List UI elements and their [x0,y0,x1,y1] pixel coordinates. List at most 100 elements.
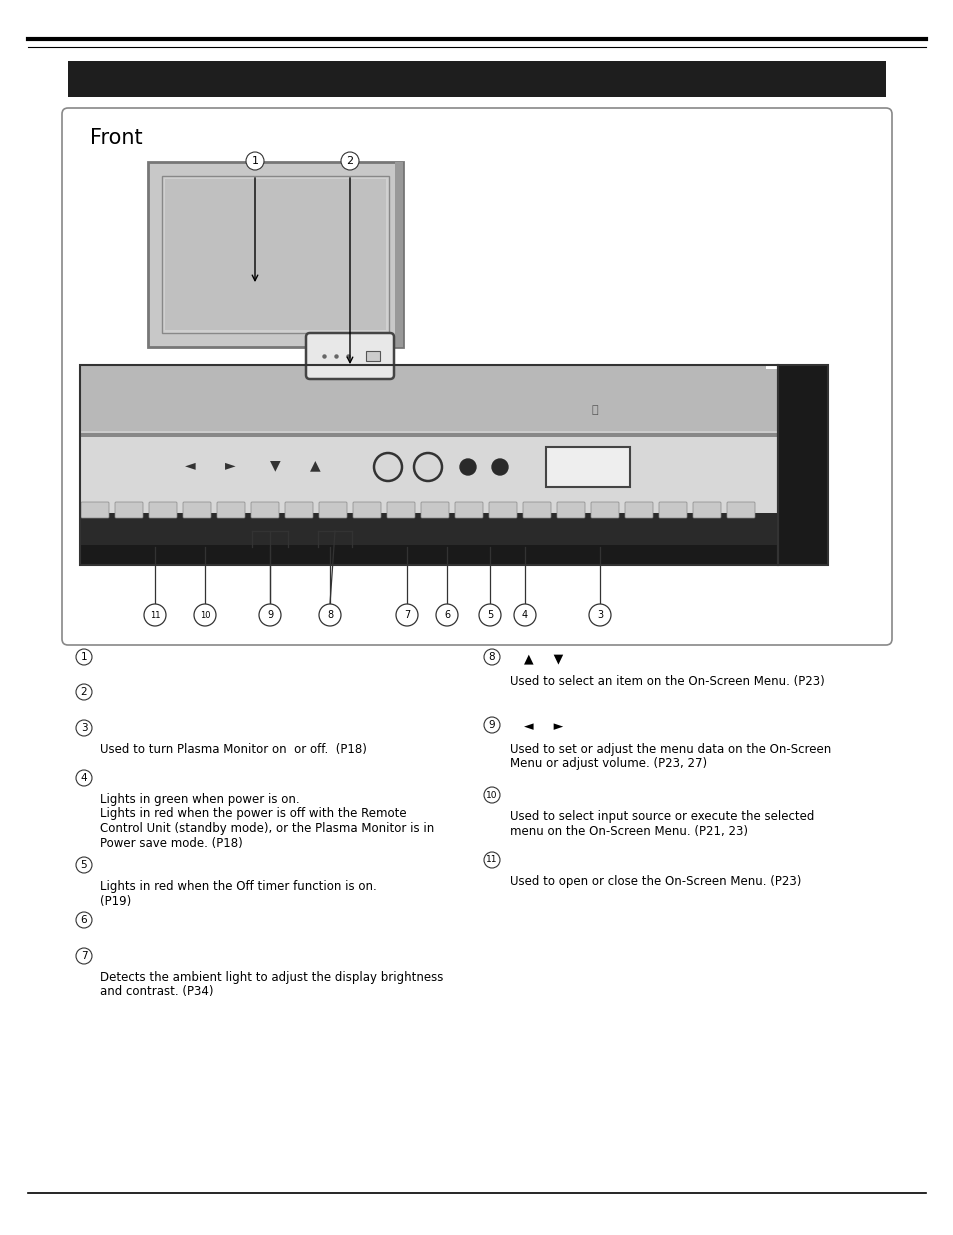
Text: 1: 1 [252,156,258,165]
Text: menu on the On-Screen Menu. (P21, 23): menu on the On-Screen Menu. (P21, 23) [510,825,747,837]
Text: (P19): (P19) [100,894,132,908]
Circle shape [258,604,281,626]
Text: Detects the ambient light to adjust the display brightness: Detects the ambient light to adjust the … [100,971,443,984]
Circle shape [246,152,264,170]
Text: ►: ► [225,458,235,472]
Bar [778,366,827,564]
FancyBboxPatch shape [557,501,584,517]
Bar [80,513,778,547]
Circle shape [76,684,91,700]
Bar [80,435,778,515]
Bar [765,357,778,369]
Text: 8: 8 [488,652,495,662]
Text: 9: 9 [267,610,273,620]
Text: 5: 5 [486,610,493,620]
FancyBboxPatch shape [726,501,754,517]
FancyBboxPatch shape [318,501,347,517]
Text: Used to set or adjust the menu data on the On-Screen: Used to set or adjust the menu data on t… [510,743,830,756]
FancyBboxPatch shape [183,501,211,517]
Text: Used to select input source or execute the selected: Used to select input source or execute t… [510,810,814,823]
Circle shape [459,459,476,475]
Bar [778,366,827,564]
Circle shape [340,152,358,170]
Circle shape [483,852,499,868]
Circle shape [478,604,500,626]
Circle shape [483,787,499,803]
Text: 5: 5 [81,860,88,869]
FancyBboxPatch shape [387,501,415,517]
Text: Used to select an item on the On-Screen Menu. (P23): Used to select an item on the On-Screen … [510,676,824,688]
Text: Control Unit (standby mode), or the Plasma Monitor is in: Control Unit (standby mode), or the Plas… [100,823,434,835]
Circle shape [483,650,499,664]
Text: 10: 10 [199,610,210,620]
Text: 7: 7 [403,610,410,620]
Circle shape [514,604,536,626]
FancyBboxPatch shape [692,501,720,517]
Bar [80,433,778,437]
Text: 7: 7 [81,951,88,961]
Text: 3: 3 [597,610,602,620]
Circle shape [395,604,417,626]
FancyBboxPatch shape [148,162,402,347]
Text: ⏻: ⏻ [591,405,598,415]
Text: 3: 3 [81,722,88,734]
Circle shape [76,650,91,664]
Text: 4: 4 [81,773,88,783]
Text: Used to turn Plasma Monitor on  or off.  (P18): Used to turn Plasma Monitor on or off. (… [100,743,367,756]
Text: 2: 2 [81,687,88,697]
Text: 11: 11 [150,610,160,620]
Bar [68,61,885,98]
Bar [80,366,778,435]
Text: Lights in green when power is on.: Lights in green when power is on. [100,793,299,806]
Text: Menu or adjust volume. (P23, 27): Menu or adjust volume. (P23, 27) [510,757,706,771]
Text: ◄: ◄ [185,458,195,472]
Text: 10: 10 [486,790,497,799]
FancyBboxPatch shape [165,179,386,330]
Text: Front: Front [90,128,143,148]
Circle shape [76,857,91,873]
Circle shape [76,948,91,965]
FancyBboxPatch shape [306,333,394,379]
Text: 2: 2 [346,156,354,165]
Text: 4: 4 [521,610,528,620]
Text: 11: 11 [486,856,497,864]
FancyBboxPatch shape [590,501,618,517]
Circle shape [193,604,215,626]
FancyBboxPatch shape [81,501,109,517]
FancyBboxPatch shape [420,501,449,517]
Text: ▲     ▼: ▲ ▼ [523,652,562,666]
Circle shape [492,459,507,475]
Bar [80,431,778,433]
FancyBboxPatch shape [353,501,380,517]
FancyBboxPatch shape [489,501,517,517]
Text: Power save mode. (P18): Power save mode. (P18) [100,836,242,850]
Text: and contrast. (P34): and contrast. (P34) [100,986,213,999]
Text: ◄     ►: ◄ ► [523,720,562,734]
FancyBboxPatch shape [251,501,278,517]
Circle shape [318,604,340,626]
FancyBboxPatch shape [62,107,891,645]
FancyBboxPatch shape [659,501,686,517]
Circle shape [436,604,457,626]
Circle shape [76,769,91,785]
FancyBboxPatch shape [149,501,177,517]
Bar [395,162,402,347]
FancyBboxPatch shape [545,447,629,487]
Circle shape [144,604,166,626]
Circle shape [483,718,499,734]
Text: 6: 6 [81,915,88,925]
Circle shape [76,911,91,927]
FancyBboxPatch shape [455,501,482,517]
Text: 6: 6 [443,610,450,620]
Text: Lights in red when the power is off with the Remote: Lights in red when the power is off with… [100,808,406,820]
Text: ▼: ▼ [270,458,280,472]
Text: Used to open or close the On-Screen Menu. (P23): Used to open or close the On-Screen Menu… [510,876,801,888]
FancyBboxPatch shape [624,501,652,517]
Bar [80,545,778,564]
Text: Lights in red when the Off timer function is on.: Lights in red when the Off timer functio… [100,881,376,893]
Circle shape [588,604,610,626]
FancyBboxPatch shape [115,501,143,517]
Text: 1: 1 [81,652,88,662]
Bar [366,351,379,361]
FancyBboxPatch shape [285,501,313,517]
